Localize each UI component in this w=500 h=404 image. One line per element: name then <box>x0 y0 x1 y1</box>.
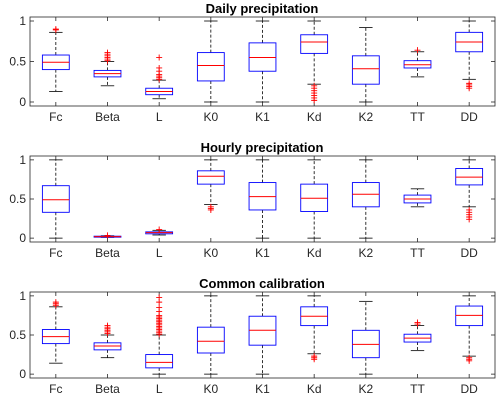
panel-common-calibration: Common calibration 0 0.5 1 Fc Beta L K0 K1 Kd K2 T… <box>9 276 496 396</box>
y-tick-label: 0.5 <box>9 55 26 69</box>
x-tick-label: K2 <box>358 246 373 260</box>
box <box>41 185 70 213</box>
x-tick-label: K1 <box>255 382 270 396</box>
outlier-point <box>414 47 421 54</box>
x-tick-label: Beta <box>95 382 120 396</box>
x-tick-label: Fc <box>49 246 62 260</box>
outlier-point <box>104 232 111 239</box>
outlier-point <box>104 49 111 56</box>
box <box>351 55 380 85</box>
x-tick-label: Kd <box>307 110 322 124</box>
x-tick-label: Beta <box>95 110 120 124</box>
x-tick-label: Beta <box>95 246 120 260</box>
x-tick-label: DD <box>460 382 478 396</box>
outlier-point <box>104 322 111 329</box>
outlier-point <box>311 82 318 89</box>
y-tick-label: 1 <box>19 153 26 167</box>
chart-title: Daily precipitation <box>206 1 319 16</box>
x-tick-label: Fc <box>49 110 62 124</box>
y-tick-label: 1 <box>19 14 26 28</box>
y-tick-label: 0 <box>19 367 26 381</box>
outlier-point <box>52 299 59 306</box>
outlier-point <box>156 226 163 233</box>
outlier-point <box>466 354 473 361</box>
outlier-point <box>52 26 59 33</box>
x-tick-label: L <box>156 246 163 260</box>
x-tick-label: K1 <box>255 246 270 260</box>
outlier-point <box>207 203 214 210</box>
x-tick-label: TT <box>410 382 425 396</box>
x-tick-label: TT <box>410 246 425 260</box>
outlier-point <box>414 319 421 326</box>
x-tick-label: K0 <box>203 246 218 260</box>
x-tick-label: TT <box>410 110 425 124</box>
x-tick-label: L <box>156 382 163 396</box>
outlier-point <box>466 206 473 213</box>
panel-hourly-precipitation: Hourly precipitation 0 0.5 1 Fc Beta L K0 K1 Kd K… <box>9 140 496 260</box>
outlier-point <box>156 304 163 311</box>
x-tick-label: K1 <box>255 110 270 124</box>
y-tick-label: 1 <box>19 289 26 303</box>
x-tick-label: Kd <box>307 382 322 396</box>
x-tick-label: K2 <box>358 110 373 124</box>
panel-daily-precipitation: Daily precipitation 0 0.5 1 Fc Beta L K0 K1 Kd K2… <box>9 1 496 124</box>
outlier-point <box>311 353 318 360</box>
box <box>300 34 329 54</box>
x-tick-label: DD <box>460 246 478 260</box>
x-tick-label: K2 <box>358 382 373 396</box>
box <box>145 354 174 369</box>
x-tick-label: K0 <box>203 382 218 396</box>
x-tick-label: Fc <box>49 382 62 396</box>
outlier-point <box>466 80 473 87</box>
chart-title: Hourly precipitation <box>201 140 324 155</box>
box <box>196 170 225 185</box>
x-tick-label: K0 <box>203 110 218 124</box>
y-tick-label: 0.5 <box>9 328 26 342</box>
outlier-point <box>156 64 163 71</box>
outlier-point <box>156 54 163 61</box>
box <box>196 52 225 82</box>
y-tick-label: 0 <box>19 231 26 245</box>
chart-title: Common calibration <box>199 276 325 291</box>
y-tick-label: 0.5 <box>9 192 26 206</box>
x-tick-label: Kd <box>307 246 322 260</box>
x-tick-label: DD <box>460 110 478 124</box>
outlier-point <box>156 294 163 301</box>
box <box>196 326 225 354</box>
y-tick-label: 0 <box>19 95 26 109</box>
x-tick-label: L <box>156 110 163 124</box>
